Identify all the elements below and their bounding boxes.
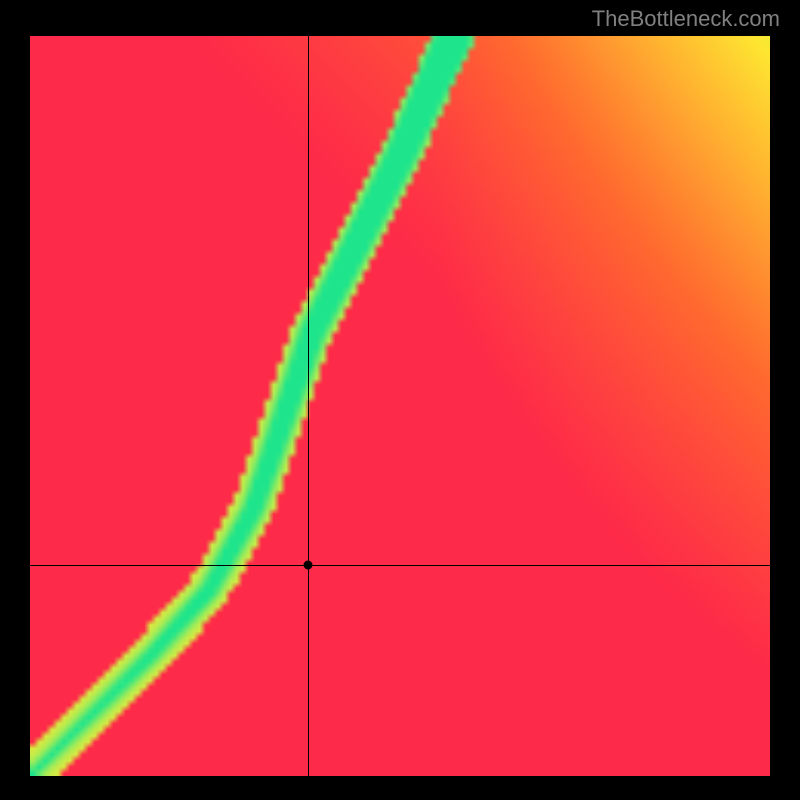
crosshair-horizontal bbox=[30, 565, 770, 566]
watermark-text: TheBottleneck.com bbox=[592, 6, 780, 32]
heatmap-plot bbox=[30, 36, 770, 776]
crosshair-marker bbox=[303, 561, 312, 570]
crosshair-vertical bbox=[308, 36, 309, 776]
heatmap-canvas bbox=[30, 36, 770, 776]
